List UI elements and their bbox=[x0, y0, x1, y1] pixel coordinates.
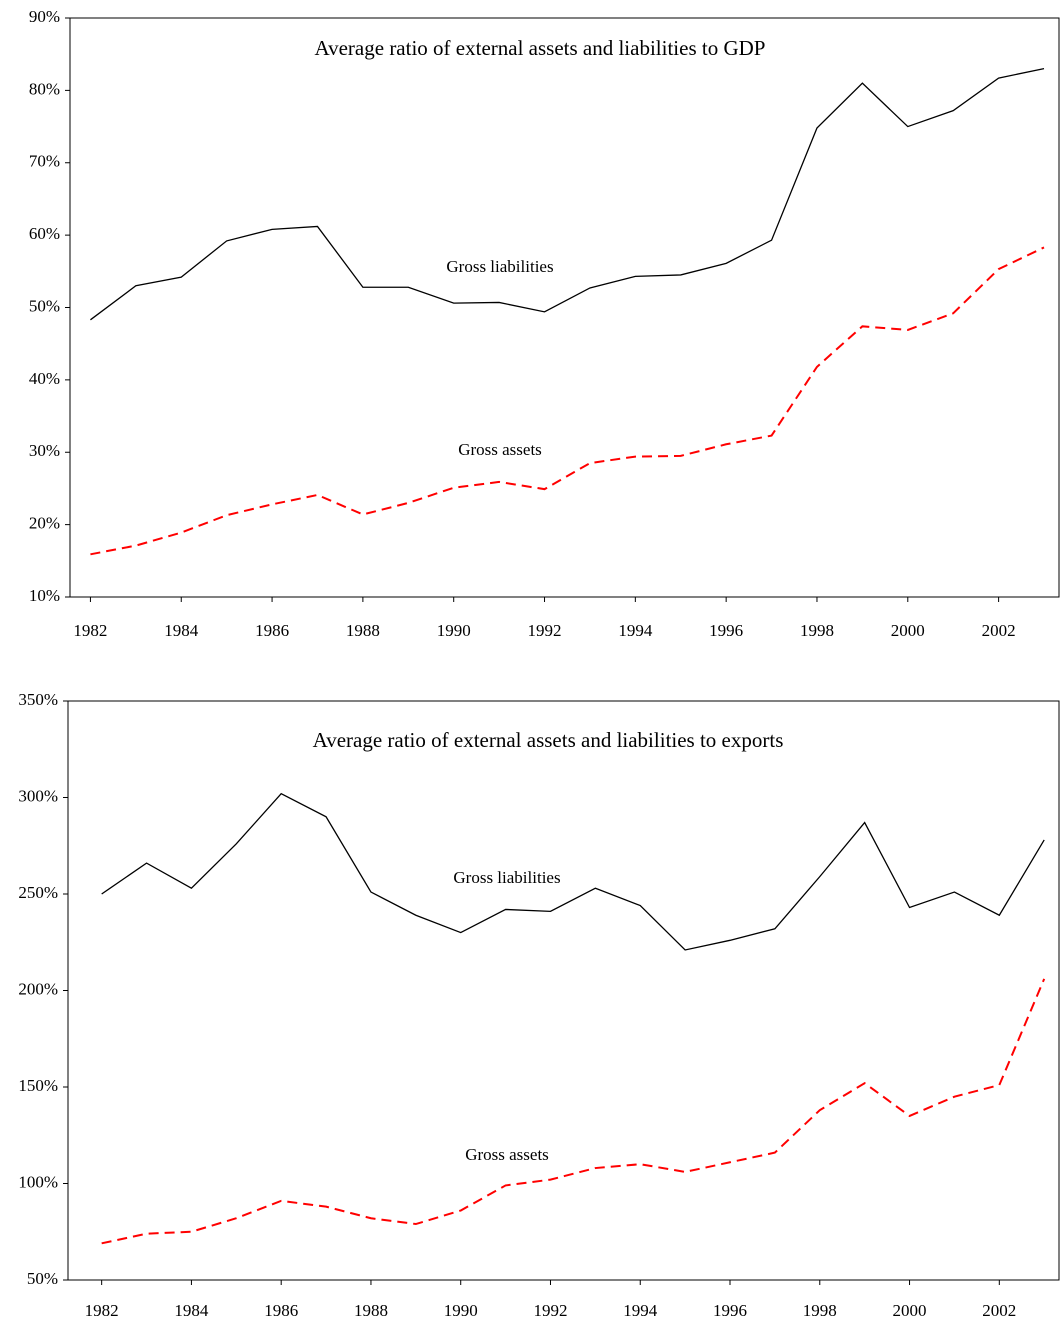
y-tick-label: 30% bbox=[29, 441, 60, 460]
chart-title: Average ratio of external assets and lia… bbox=[313, 728, 784, 752]
x-tick-label: 1986 bbox=[264, 1301, 298, 1320]
y-tick-label: 10% bbox=[29, 586, 60, 605]
y-tick-label: 100% bbox=[18, 1172, 58, 1191]
series-line bbox=[90, 246, 1045, 556]
y-tick-label: 200% bbox=[18, 979, 58, 998]
x-tick-label: 1994 bbox=[618, 621, 653, 640]
y-tick-label: 20% bbox=[29, 514, 60, 533]
series-line bbox=[90, 68, 1045, 321]
y-tick-label: 80% bbox=[29, 79, 60, 98]
y-tick-label: 300% bbox=[18, 786, 58, 805]
series-label: Gross liabilities bbox=[446, 257, 553, 276]
y-tick-label: 40% bbox=[29, 369, 60, 388]
chart-title: Average ratio of external assets and lia… bbox=[315, 36, 766, 60]
x-tick-label: 1982 bbox=[85, 1301, 119, 1320]
y-tick-label: 60% bbox=[29, 224, 60, 243]
x-tick-label: 1992 bbox=[533, 1301, 567, 1320]
x-tick-label: 1994 bbox=[623, 1301, 658, 1320]
series-label: Gross liabilities bbox=[453, 868, 560, 887]
y-tick-label: 90% bbox=[29, 7, 60, 26]
x-tick-label: 1996 bbox=[709, 621, 743, 640]
y-tick-label: 50% bbox=[27, 1269, 58, 1288]
y-tick-label: 350% bbox=[18, 690, 58, 709]
x-tick-label: 1998 bbox=[803, 1301, 837, 1320]
y-tick-label: 250% bbox=[18, 883, 58, 902]
x-tick-label: 1996 bbox=[713, 1301, 747, 1320]
x-tick-label: 1988 bbox=[354, 1301, 388, 1320]
series-label: Gross assets bbox=[458, 440, 542, 459]
y-tick-label: 150% bbox=[18, 1076, 58, 1095]
y-tick-label: 70% bbox=[29, 152, 60, 171]
x-tick-label: 2002 bbox=[982, 1301, 1016, 1320]
x-tick-label: 2002 bbox=[982, 621, 1016, 640]
x-tick-label: 2000 bbox=[891, 621, 925, 640]
x-tick-label: 2000 bbox=[893, 1301, 927, 1320]
plot-frame bbox=[67, 700, 1060, 1281]
x-tick-label: 1984 bbox=[164, 621, 199, 640]
plot-frame bbox=[69, 17, 1060, 598]
y-tick-label: 50% bbox=[29, 296, 60, 315]
x-tick-label: 1984 bbox=[174, 1301, 209, 1320]
series-label: Gross assets bbox=[465, 1145, 549, 1164]
x-tick-label: 1992 bbox=[528, 621, 562, 640]
x-tick-label: 1990 bbox=[437, 621, 471, 640]
x-tick-label: 1990 bbox=[444, 1301, 478, 1320]
x-tick-label: 1982 bbox=[73, 621, 107, 640]
x-tick-label: 1986 bbox=[255, 621, 289, 640]
x-tick-label: 1988 bbox=[346, 621, 380, 640]
series-line bbox=[101, 978, 1046, 1245]
x-tick-label: 1998 bbox=[800, 621, 834, 640]
series-line bbox=[101, 792, 1045, 951]
